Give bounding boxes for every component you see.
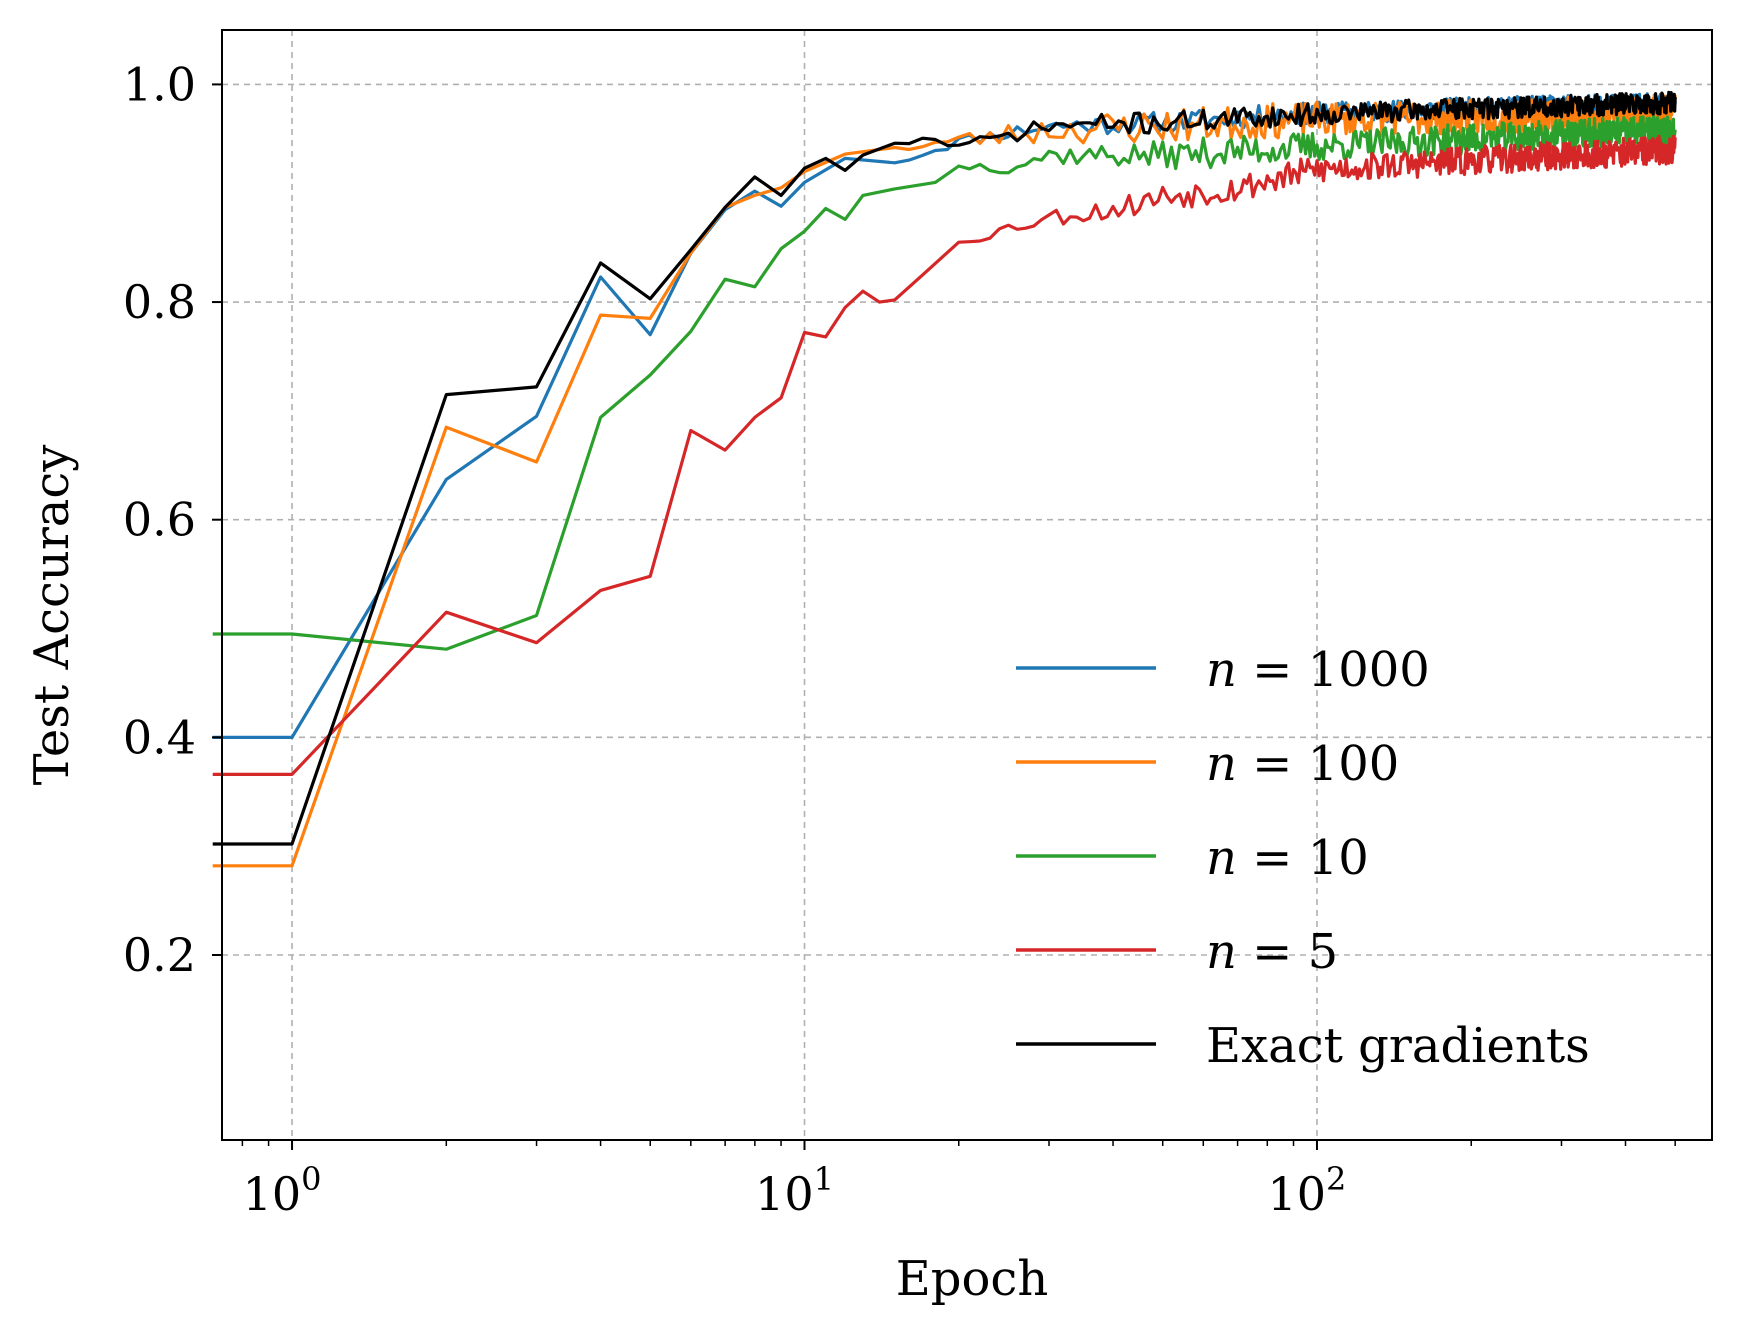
grid [222, 30, 1712, 1140]
legend-label: n = 1000 [1206, 642, 1430, 698]
y-tick-label: 1.0 [123, 57, 196, 111]
tick-labels: 100 101 102 0.2 0.4 0.6 0.8 1.0 [123, 57, 1347, 1221]
y-tick-label: 0.8 [123, 275, 196, 329]
legend: n = 1000 n = 100 n = 10 n = 5 Exact gradient… [1016, 642, 1590, 1074]
y-tick-label: 0.6 [123, 493, 196, 547]
x-tick-label: 100 [243, 1160, 322, 1221]
series-line-3 [212, 134, 1677, 776]
series-line-2 [212, 115, 1677, 651]
plot-frame [221, 29, 1713, 1141]
x-tick-label: 102 [1268, 1160, 1347, 1221]
legend-label: n = 10 [1206, 830, 1369, 886]
legend-label: n = 100 [1206, 736, 1399, 792]
y-tick-label: 0.4 [123, 710, 196, 764]
x-tick-label: 101 [755, 1160, 834, 1221]
legend-label: n = 5 [1206, 924, 1338, 980]
legend-label: Exact gradients [1206, 1018, 1590, 1074]
y-axis-title: Test Accuracy [24, 445, 80, 786]
x-axis-title: Epoch [896, 1251, 1048, 1307]
series-line-4 [212, 90, 1677, 846]
major-ticks [212, 83, 1318, 1150]
y-tick-label: 0.2 [123, 928, 196, 982]
series-lines [212, 90, 1677, 868]
